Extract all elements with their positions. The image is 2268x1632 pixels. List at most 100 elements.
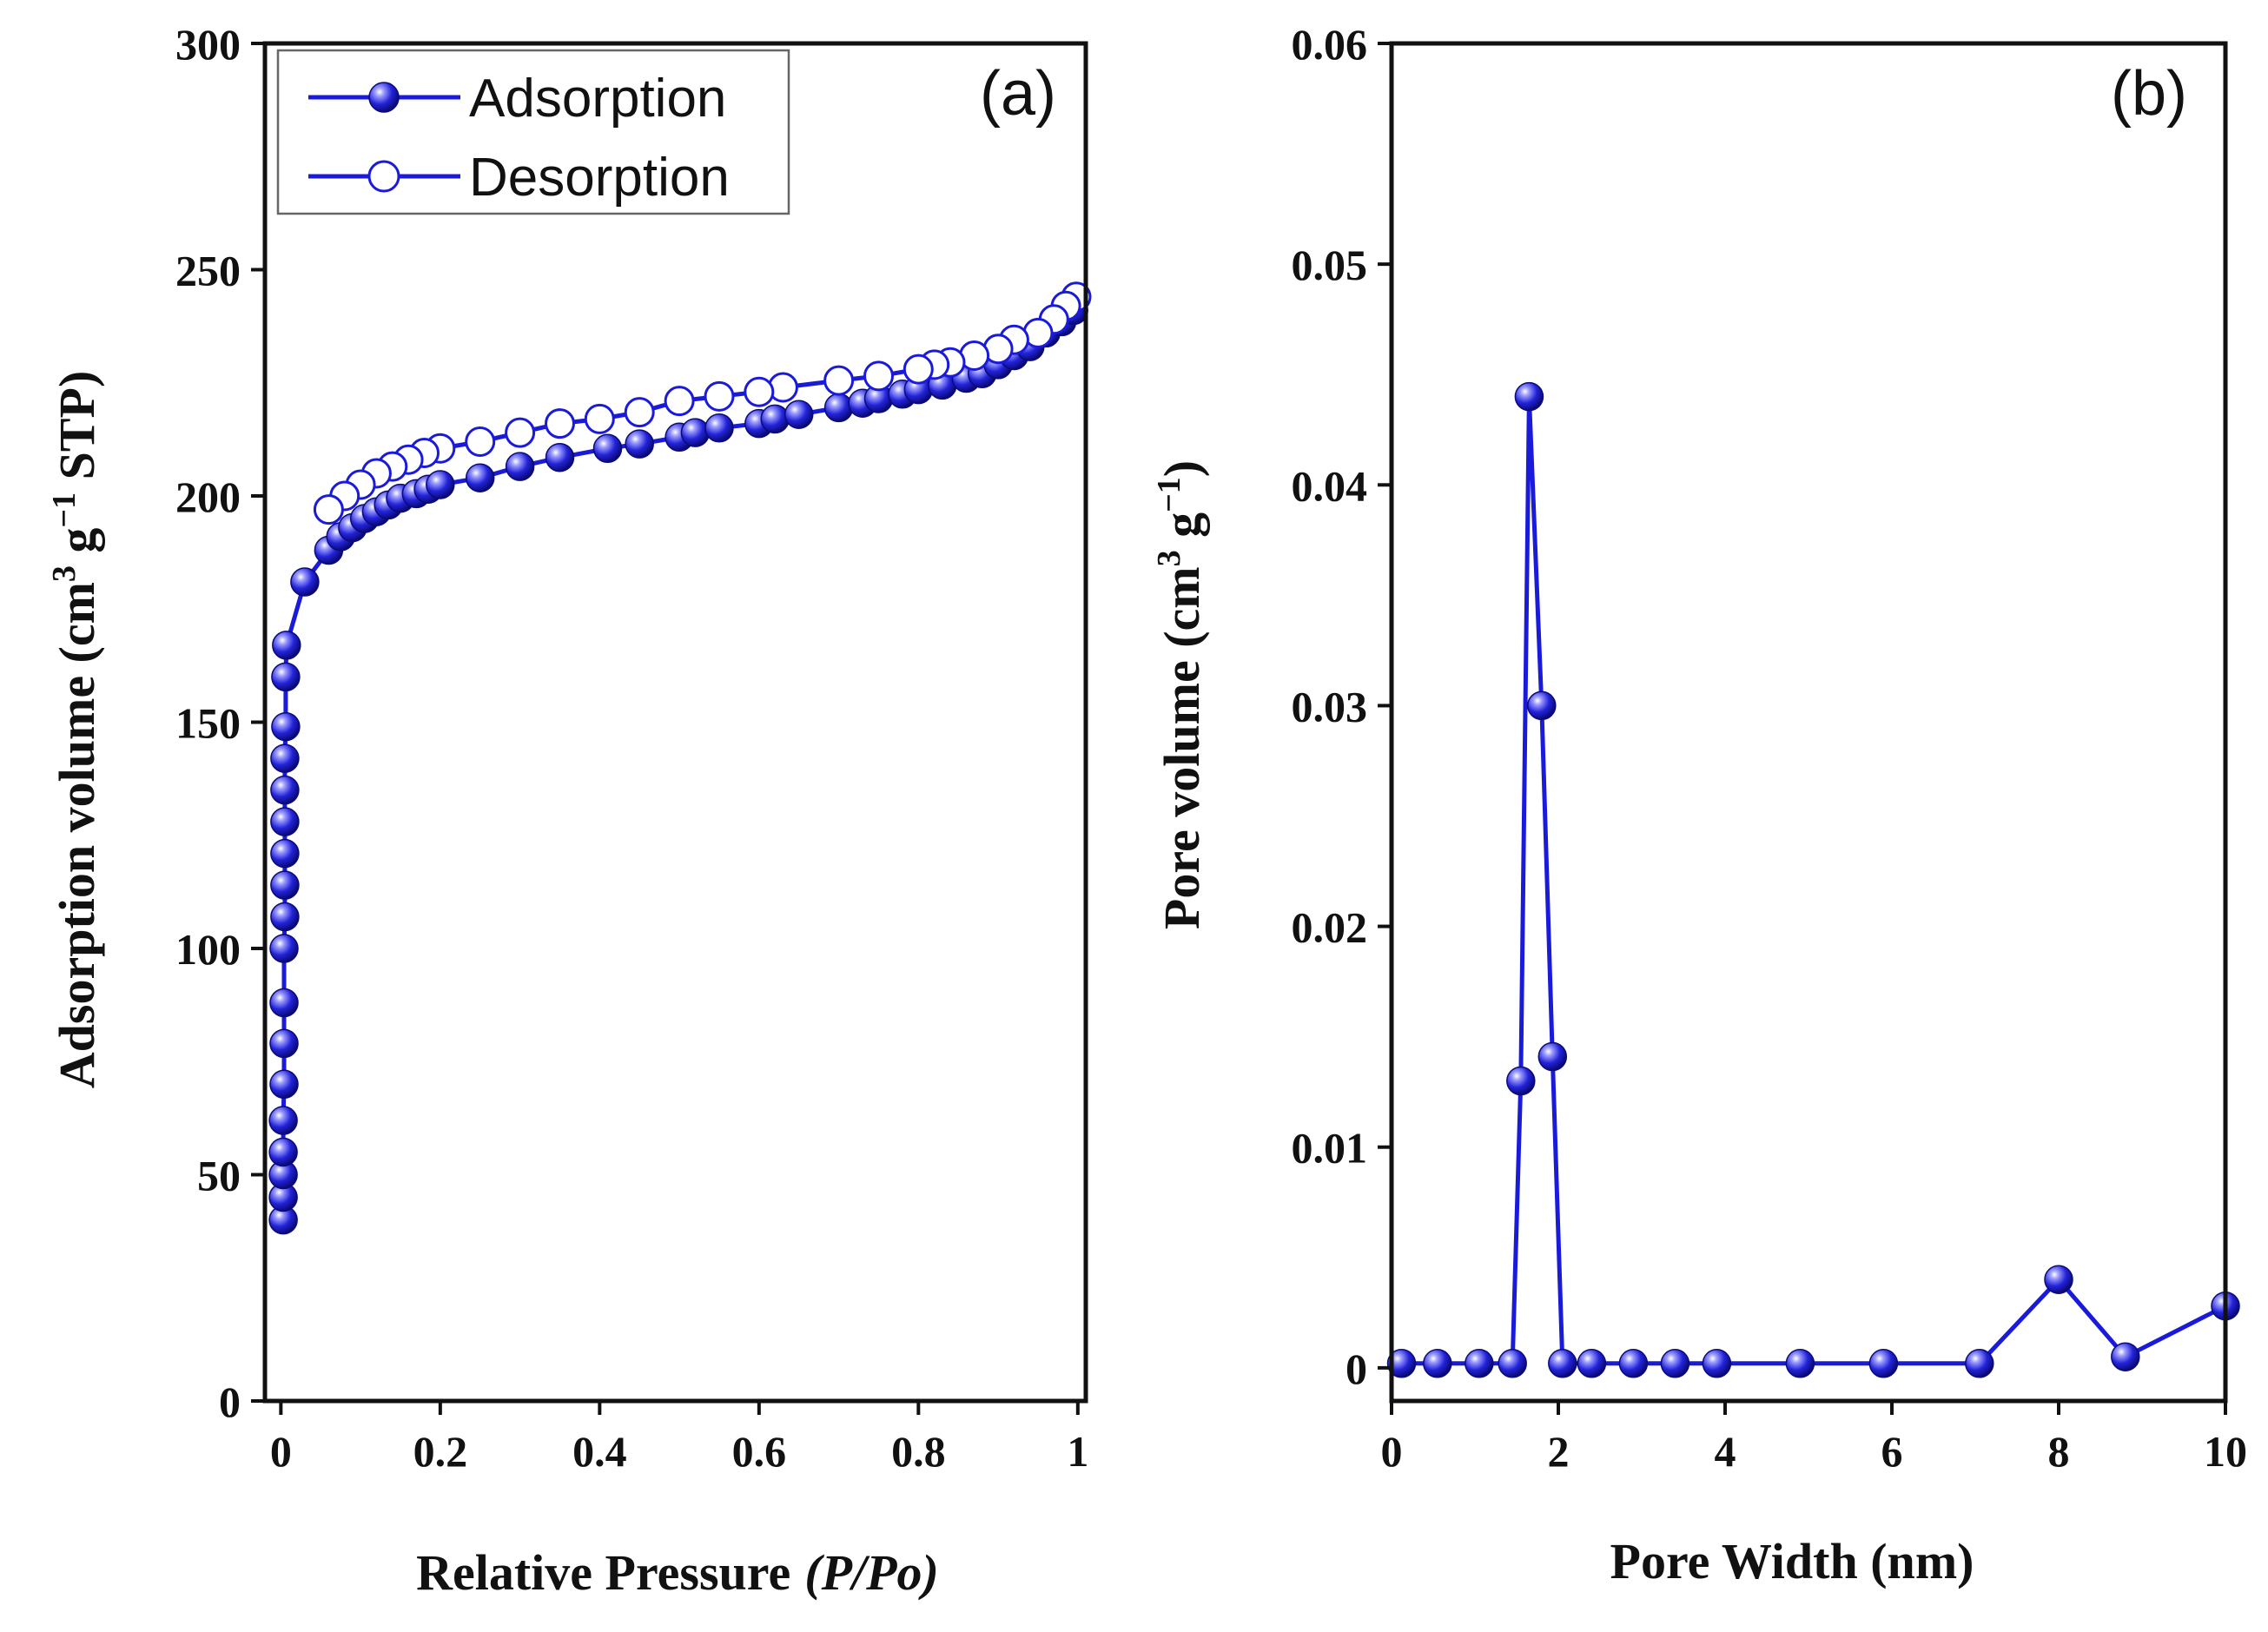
panel-a-adsorption-point bbox=[680, 418, 711, 447]
panel-a-adsorption-point bbox=[426, 470, 455, 499]
legend-adsorption-label: Adsorption bbox=[469, 69, 726, 129]
panel-b-y-tick-label: 0 bbox=[1346, 1345, 1367, 1393]
panel-b-pore-volume-point bbox=[1423, 1349, 1452, 1378]
panel-b-x-tick-label: 0 bbox=[1381, 1427, 1403, 1476]
panel-a-adsorption-point bbox=[270, 807, 300, 836]
panel-a-adsorption-point bbox=[268, 1106, 298, 1135]
panel-a-adsorption-point bbox=[271, 662, 301, 692]
panel-b-pore-volume-point bbox=[1965, 1349, 1994, 1378]
panel-b-pore-size-distribution: 0 2 4 6 8 10 0 0.01 0.02 0.03 0.04 0.05 0.06 (b) Po… bbox=[1151, 20, 2247, 1589]
panel-b-y-ticks: 0 0.01 0.02 0.03 0.04 0.05 0.06 bbox=[1292, 20, 1392, 1393]
panel-a-adsorption-point bbox=[760, 404, 790, 434]
panel-b-label: (b) bbox=[2111, 59, 2187, 129]
legend: Adsorption Desorption bbox=[276, 49, 790, 215]
panel-a-adsorption-point bbox=[625, 429, 654, 459]
panel-b-y-tick-label: 0.06 bbox=[1292, 20, 1368, 69]
panel-a-desorption-point bbox=[744, 376, 775, 407]
panel-b-y-axis-title-sup2: −1 bbox=[1151, 477, 1187, 512]
panel-a-adsorption-point bbox=[269, 1028, 299, 1059]
panel-a-adsorption-point bbox=[465, 463, 495, 492]
legend-desorption-label: Desorption bbox=[469, 148, 730, 208]
panel-a-adsorption-point bbox=[545, 442, 575, 472]
legend-desorption-marker bbox=[367, 160, 400, 193]
panel-b-pore-volume-point bbox=[1577, 1349, 1607, 1378]
panel-a-x-tick-label: 0 bbox=[270, 1427, 292, 1476]
panel-a-desorption-point bbox=[664, 386, 695, 417]
panel-a-series bbox=[268, 281, 1092, 1235]
panel-b-pore-volume-point bbox=[1465, 1349, 1494, 1378]
panel-a-adsorption-point bbox=[270, 870, 300, 900]
panel-b-pore-volume-point bbox=[2044, 1265, 2073, 1294]
panel-b-x-tick-label: 8 bbox=[2048, 1427, 2070, 1476]
panel-a-adsorption-point bbox=[271, 711, 301, 742]
panel-b-pore-volume-point bbox=[1548, 1349, 1577, 1378]
panel-a-adsorption-point bbox=[269, 1069, 299, 1100]
panel-a-x-tick-label: 0.8 bbox=[891, 1427, 946, 1476]
panel-b-pore-volume-point bbox=[2111, 1342, 2140, 1371]
panel-b-pore-volume-point bbox=[1506, 1066, 1536, 1096]
legend-box bbox=[276, 49, 790, 215]
panel-a-y-tick-label: 50 bbox=[197, 1152, 241, 1200]
panel-a-adsorption-point bbox=[823, 393, 854, 423]
panel-a-desorption-point bbox=[584, 403, 615, 434]
panel-b-pore-volume-point bbox=[1498, 1349, 1527, 1378]
panel-a-x-axis-title: Relative Pressure (P/Po) bbox=[416, 1544, 939, 1601]
panel-b-y-axis-title-main: Pore volume (cm bbox=[1154, 566, 1210, 929]
panel-a-y-tick-label: 0 bbox=[219, 1378, 241, 1426]
panel-b-series bbox=[1386, 381, 2240, 1378]
panel-b-x-tick-label: 10 bbox=[2204, 1427, 2247, 1476]
panel-a-adsorption-point bbox=[269, 988, 299, 1018]
panel-a-y-tick-label: 150 bbox=[175, 699, 241, 748]
panel-a-y-ticks: 0 50 100 150 200 250 300 bbox=[175, 20, 265, 1426]
panel-a-x-tick-label: 0.2 bbox=[413, 1427, 468, 1476]
panel-a-y-tick-label: 100 bbox=[175, 925, 241, 974]
panel-b-y-axis-title-end: ) bbox=[1154, 460, 1210, 477]
panel-a-adsorption-point bbox=[272, 631, 301, 660]
panel-a-adsorption-point bbox=[270, 838, 300, 869]
panel-a-label: (a) bbox=[980, 59, 1056, 129]
panel-b-y-axis-title: Pore volume (cm3 g−1) bbox=[1151, 460, 1210, 929]
panel-b-pore-volume-point bbox=[1527, 690, 1557, 721]
panel-a-x-axis-title-italic: (P/Po) bbox=[804, 1544, 939, 1601]
panel-b-x-tick-label: 4 bbox=[1715, 1427, 1736, 1476]
panel-a-x-ticks: 0 0.2 0.4 0.6 0.8 1 bbox=[270, 1401, 1088, 1476]
panel-a-adsorption-point bbox=[592, 433, 623, 464]
panel-a-x-tick-label: 0.4 bbox=[572, 1427, 627, 1476]
panel-b-pore-volume-point bbox=[1618, 1349, 1649, 1378]
panel-a-desorption-point bbox=[863, 360, 894, 392]
panel-b-y-tick-label: 0.05 bbox=[1292, 241, 1368, 289]
panel-a-desorption-point bbox=[465, 426, 496, 457]
panel-a-desorption-point bbox=[624, 397, 655, 428]
panel-a-adsorption-point bbox=[784, 400, 814, 429]
panel-a-y-axis-title-mid: g bbox=[49, 528, 105, 566]
panel-b-x-tick-label: 6 bbox=[1881, 1427, 1903, 1476]
panel-a-desorption-point bbox=[505, 417, 536, 448]
panel-b-frame bbox=[1389, 41, 2228, 1404]
panel-a-x-tick-label: 0.6 bbox=[732, 1427, 787, 1476]
panel-b-pore-volume-point bbox=[1537, 1041, 1568, 1072]
panel-a-desorption-point bbox=[313, 494, 344, 525]
panel-b-pore-volume-point bbox=[1660, 1349, 1690, 1378]
panel-a-adsorption-point bbox=[270, 743, 300, 773]
panel-a-desorption-point bbox=[903, 353, 934, 385]
panel-b-pore-volume-point bbox=[1785, 1349, 1815, 1378]
panel-a-desorption-point bbox=[823, 365, 855, 396]
panel-a-y-axis-title-sup1: 3 bbox=[46, 565, 83, 582]
panel-a-x-tick-label: 1 bbox=[1067, 1427, 1088, 1476]
panel-a-y-axis-title-sup2: −1 bbox=[46, 492, 83, 528]
panel-a-desorption-point bbox=[545, 408, 575, 439]
panel-a-y-tick-label: 200 bbox=[175, 472, 241, 521]
panel-b-pore-volume-point bbox=[1514, 381, 1544, 412]
panel-b-pore-volume-line bbox=[1401, 394, 2227, 1366]
legend-adsorption: Adsorption bbox=[308, 69, 726, 129]
panel-a-x-axis-title-main: Relative Pressure bbox=[416, 1544, 790, 1601]
panel-a-adsorption-point bbox=[505, 452, 535, 481]
panel-a-adsorption-isotherm: 0 0.2 0.4 0.6 0.8 1 0 50 100 150 200 250 300 Adsorp… bbox=[46, 20, 1092, 1601]
panel-b-y-tick-label: 0.04 bbox=[1292, 461, 1368, 510]
panel-a-adsorption-point bbox=[269, 934, 299, 963]
panel-b-y-tick-label: 0.01 bbox=[1292, 1124, 1368, 1173]
panel-a-y-axis-title-main: Adsorption volume (cm bbox=[49, 582, 105, 1088]
panel-b-y-axis-title-sup1: 3 bbox=[1151, 550, 1187, 566]
panel-b-y-tick-label: 0.02 bbox=[1292, 903, 1368, 952]
panel-a-y-axis-title-end: STP) bbox=[49, 371, 105, 492]
